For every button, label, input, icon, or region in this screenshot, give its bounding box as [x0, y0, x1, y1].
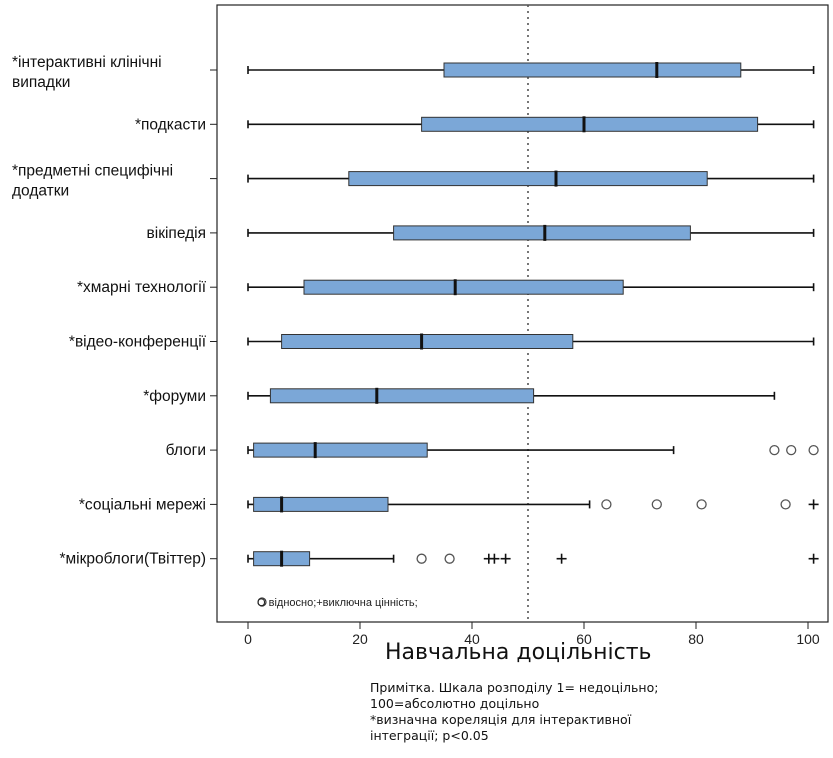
- category-label: *відео-конференції: [69, 334, 207, 351]
- category-label: вікіпедія: [147, 225, 206, 242]
- note-line: інтеграції; p<0.05: [370, 728, 489, 743]
- outlier-point: [769, 444, 780, 456]
- x-tick-label: 60: [576, 631, 592, 647]
- boxplot-chart: 0 20 40 60 80 100 *інтерактивні клінічні випадк…: [12, 4, 829, 647]
- outlier-point: [780, 499, 791, 510]
- box: [269, 388, 535, 404]
- legend-circle-icon: [257, 597, 267, 607]
- note-line: Примітка. Шкала розподілу 1= недоцільно;: [370, 680, 659, 695]
- category-label: *хмарні технології: [77, 279, 207, 296]
- box: [443, 62, 742, 78]
- category-label: *предметні специфічні: [12, 163, 173, 180]
- box: [393, 225, 691, 241]
- box: [281, 334, 574, 349]
- box: [421, 116, 759, 132]
- legend-note: O відносно;+виключна цінність;: [257, 597, 418, 609]
- category-label: *мікроблоги(Твіттер): [59, 551, 206, 568]
- outlier-point: [444, 553, 455, 564]
- category-label: *форуми: [143, 388, 206, 405]
- box: [303, 279, 624, 295]
- category-label: *соціальні мережі: [79, 496, 206, 513]
- figure-notes: Примітка. Шкала розподілу 1= недоцільно;…: [370, 680, 658, 744]
- outlier-point: [696, 499, 707, 510]
- category-label: випадки: [12, 74, 70, 91]
- box: [253, 442, 428, 458]
- x-tick-label: 40: [464, 631, 480, 647]
- note-line: 100=абсолютно доцільно: [370, 696, 540, 711]
- box: [348, 171, 708, 187]
- x-tick-label: 0: [244, 631, 252, 647]
- x-tick-label: 20: [352, 631, 368, 647]
- outlier-point: [786, 444, 797, 456]
- outlier-point: [601, 499, 612, 510]
- outlier-point: [651, 499, 662, 510]
- outlier-point: [808, 444, 819, 456]
- x-axis-label: Навчальна доцільність: [385, 640, 652, 665]
- category-label: *подкасти: [135, 116, 206, 133]
- plot-frame: [216, 4, 829, 623]
- category-label: *інтерактивні клінічні: [12, 54, 162, 71]
- x-tick-label: 80: [688, 631, 704, 647]
- x-tick-label: 100: [796, 631, 820, 647]
- box: [253, 496, 389, 512]
- category-label: додатки: [12, 183, 69, 200]
- category-label: блоги: [166, 442, 206, 459]
- note-line: *визначна кореляція для інтерактивної: [370, 712, 632, 727]
- outlier-point: [416, 553, 427, 564]
